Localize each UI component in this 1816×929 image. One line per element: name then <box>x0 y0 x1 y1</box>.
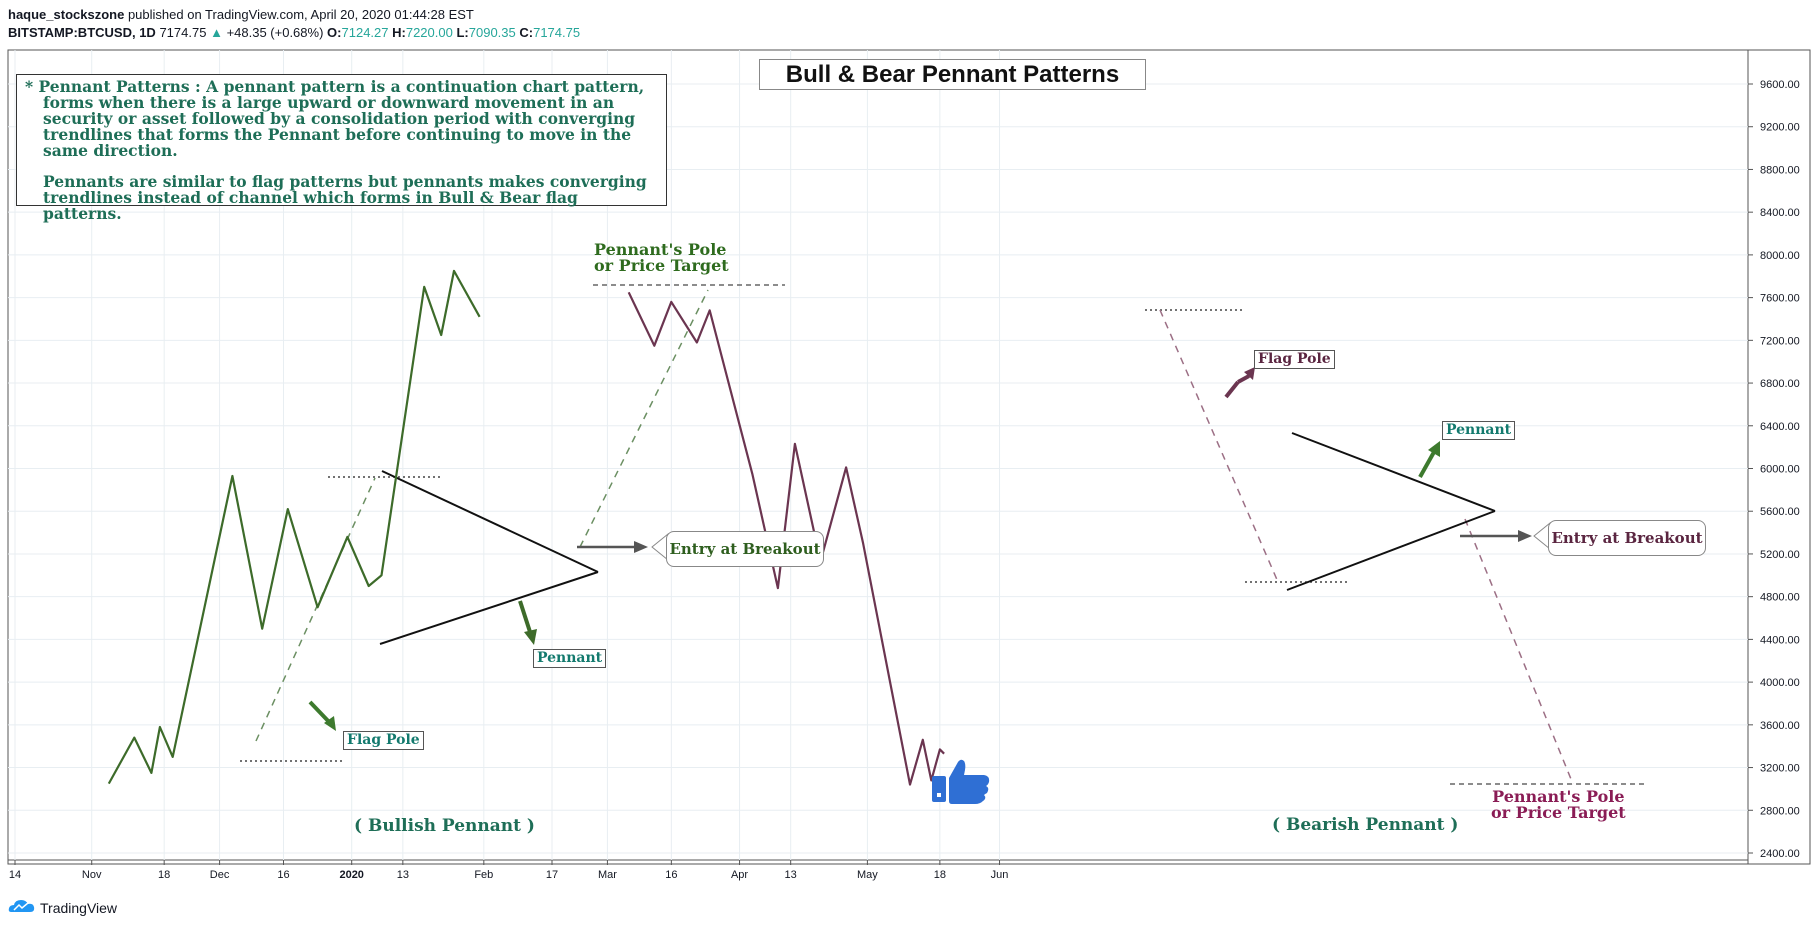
x-tick-label: Jun <box>991 869 1009 881</box>
tradingview-brand[interactable]: TradingView <box>40 899 118 916</box>
x-tick-label: 16 <box>665 869 677 881</box>
bull-flag-pole-arrow <box>308 700 336 731</box>
y-tick-label: 5200.00 <box>1760 549 1800 561</box>
bear-pole-dashed-path <box>1159 309 1279 583</box>
published-text: published on TradingView.com, April 20, … <box>124 7 474 22</box>
bull-target-line-1: Pennant's Pole <box>594 240 727 259</box>
x-tick-label: Feb <box>474 869 493 881</box>
bull-caption[interactable]: ( Bullish Pennant ) <box>354 816 535 836</box>
price-change: +48.35 (+0.68%) <box>226 25 324 40</box>
y-tick-label: 8000.00 <box>1760 250 1800 262</box>
y-tick-label: 4400.00 <box>1760 634 1800 646</box>
close-value: 7174.75 <box>533 25 581 40</box>
bear-entry-arrow <box>1460 530 1532 542</box>
y-tick-label: 6800.00 <box>1760 378 1800 390</box>
bear-pennant-lower-line <box>1286 510 1496 591</box>
y-tick-label: 4800.00 <box>1760 592 1800 604</box>
bear-pennant-label[interactable]: Pennant <box>1442 421 1516 440</box>
y-tick-label: 3200.00 <box>1760 763 1800 775</box>
bull-entry-arrow <box>577 541 648 553</box>
y-tick-label: 6000.00 <box>1760 464 1800 476</box>
x-tick-label: 2020 <box>339 869 363 881</box>
y-tick-label: 3600.00 <box>1760 720 1800 732</box>
info-note-box[interactable]: * Pennant Patterns : A pennant pattern i… <box>16 74 667 222</box>
close-label: C: <box>519 25 534 40</box>
bear-pennant-upper-line <box>1291 432 1496 512</box>
y-tick-label: 9600.00 <box>1760 79 1800 91</box>
x-axis: 14 Nov 18 Dec 16 2020 13 Feb 17 Mar 16 Apr 13 May 18 Ju… <box>9 860 1009 881</box>
x-tick-label: 17 <box>546 869 558 881</box>
low-label: L: <box>456 25 469 40</box>
x-tick-label: Nov <box>82 869 102 881</box>
x-tick-label: 14 <box>9 869 21 881</box>
bear-target-line-2: or Price Target <box>1491 803 1626 822</box>
chart-title[interactable]: Bull & Bear Pennant Patterns <box>759 59 1146 90</box>
bull-pole-dashed-path <box>255 477 376 742</box>
y-tick-label: 7200.00 <box>1760 335 1800 347</box>
bear-flag-pole-arrow <box>1224 367 1255 399</box>
bull-pennant-lower-line <box>379 571 599 645</box>
bear-price-line <box>627 291 945 786</box>
x-tick-label: 16 <box>277 869 289 881</box>
tradingview-logo-icon[interactable] <box>8 898 36 917</box>
open-label: O: <box>327 25 342 40</box>
header-line-2: BITSTAMP:BTCUSD, 1D 7174.75 ▲ +48.35 (+0… <box>8 24 580 42</box>
y-tick-label: 8800.00 <box>1760 164 1800 176</box>
bull-target-dashed-path <box>579 289 709 548</box>
x-tick-label: Dec <box>210 869 230 881</box>
y-tick-label: 2400.00 <box>1760 848 1800 860</box>
bear-target-dashed-path <box>1464 518 1574 785</box>
info-paragraph-1: * Pennant Patterns : A pennant pattern i… <box>25 77 645 160</box>
bull-pennant-upper-line <box>381 470 599 573</box>
thumbs-up-icon[interactable] <box>930 758 994 811</box>
low-value: 7090.35 <box>468 25 516 40</box>
bear-target-label[interactable]: Pennant's Pole or Price Target <box>1491 789 1626 821</box>
y-tick-label: 5600.00 <box>1760 506 1800 518</box>
y-tick-label: 2800.00 <box>1760 805 1800 817</box>
y-tick-label: 9200.00 <box>1760 122 1800 134</box>
bull-entry-callout[interactable]: Entry at Breakout <box>666 531 824 567</box>
y-axis: 9600.00 9200.00 8800.00 8400.00 8000.00 7600.… <box>1748 79 1800 860</box>
x-tick-label: Apr <box>731 869 748 881</box>
bull-flag-pole-label[interactable]: Flag Pole <box>343 731 424 750</box>
y-tick-label: 6400.00 <box>1760 421 1800 433</box>
y-tick-label: 7600.00 <box>1760 293 1800 305</box>
x-tick-label: May <box>857 869 878 881</box>
x-tick-label: 18 <box>158 869 170 881</box>
bull-pennant-label[interactable]: Pennant <box>533 649 607 668</box>
bear-flag-pole-label[interactable]: Flag Pole <box>1254 350 1335 369</box>
bull-target-label[interactable]: Pennant's Pole or Price Target <box>594 242 729 274</box>
bear-pennant-arrow <box>1418 441 1440 478</box>
high-value: 7220.00 <box>405 25 453 40</box>
chart-frame <box>7 49 1811 865</box>
up-triangle-icon: ▲ <box>210 25 223 40</box>
x-tick-label: 18 <box>934 869 946 881</box>
bear-target-line-1: Pennant's Pole <box>1492 787 1625 806</box>
x-tick-label: 13 <box>397 869 409 881</box>
author-name[interactable]: haque_stockszone <box>8 7 125 22</box>
x-tick-label: Mar <box>598 869 617 881</box>
y-tick-label: 8400.00 <box>1760 207 1800 219</box>
bull-target-line-2: or Price Target <box>594 256 729 275</box>
high-label: H: <box>392 25 406 40</box>
bull-price-line <box>107 269 481 785</box>
symbol-label[interactable]: BITSTAMP:BTCUSD, 1D <box>8 25 156 40</box>
header-line-1: haque_stockszone published on TradingVie… <box>8 6 580 24</box>
bear-entry-callout[interactable]: Entry at Breakout <box>1548 520 1706 556</box>
last-price: 7174.75 <box>159 25 207 40</box>
x-tick-label: 13 <box>785 869 797 881</box>
footer: TradingView <box>8 898 117 917</box>
bull-pennant-arrow <box>518 600 537 645</box>
bear-caption[interactable]: ( Bearish Pennant ) <box>1272 815 1459 835</box>
y-tick-label: 4000.00 <box>1760 677 1800 689</box>
open-value: 7124.27 <box>341 25 389 40</box>
info-paragraph-2: Pennants are similar to flag patterns bu… <box>43 172 647 223</box>
